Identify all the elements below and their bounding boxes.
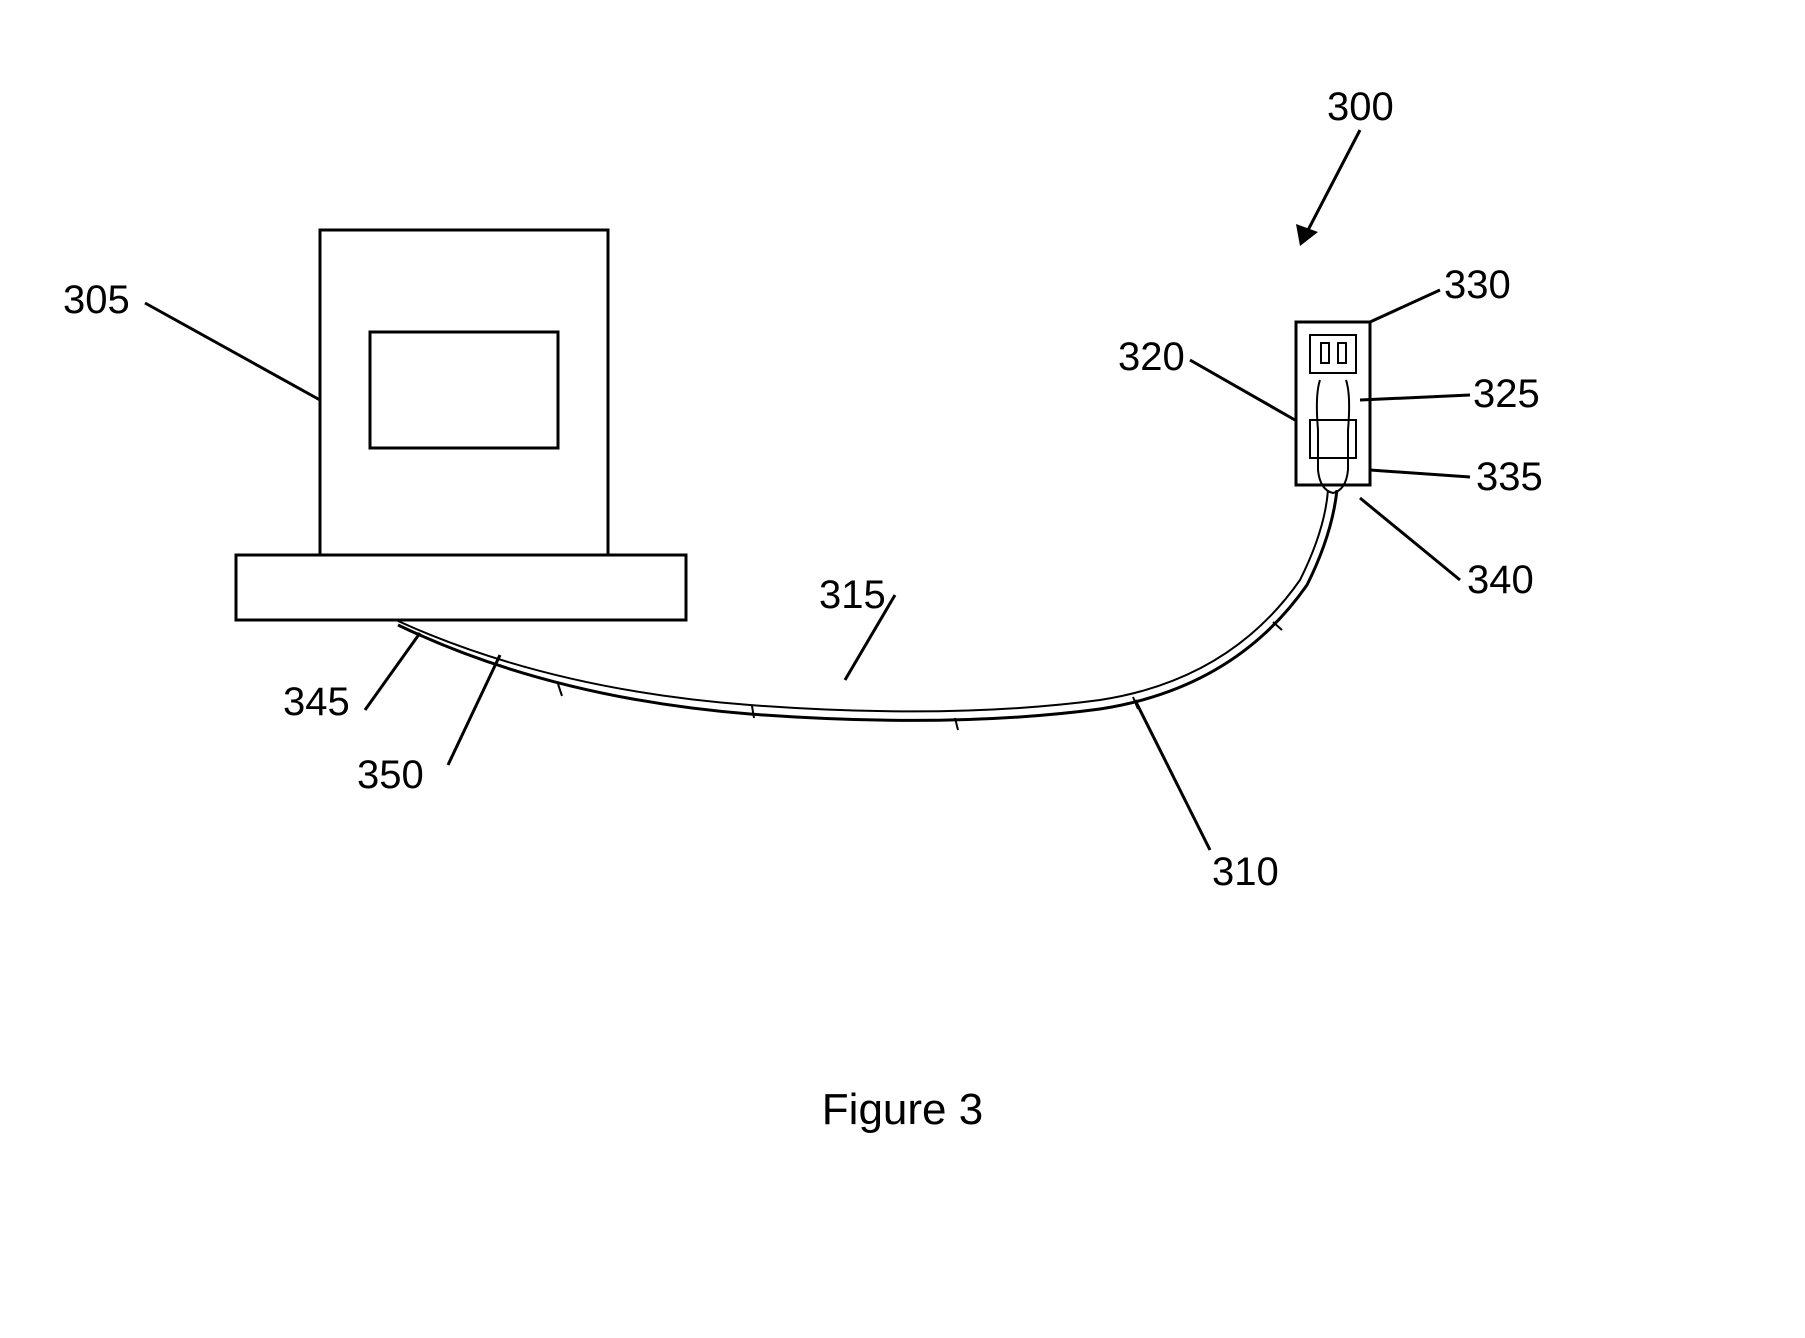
label-310: 310 xyxy=(1212,850,1279,895)
label-330: 330 xyxy=(1444,263,1511,308)
label-325: 325 xyxy=(1473,372,1540,417)
lead-325 xyxy=(1360,395,1470,400)
cable-tick-1 xyxy=(558,684,562,696)
device-base xyxy=(236,555,686,620)
lead-345 xyxy=(365,633,420,710)
device-screen xyxy=(370,332,558,448)
lead-335 xyxy=(1370,470,1470,477)
lead-310 xyxy=(1135,700,1210,850)
outlet-plate xyxy=(1296,322,1370,485)
outlet-prong-right xyxy=(1338,343,1346,363)
cable-tick-2 xyxy=(752,706,754,718)
label-305: 305 xyxy=(63,278,130,323)
arrow-300-line xyxy=(1306,130,1360,234)
label-345: 345 xyxy=(283,680,350,725)
device-body xyxy=(320,230,608,555)
outlet-socket-top xyxy=(1310,335,1356,373)
lead-340 xyxy=(1360,498,1460,580)
label-300: 300 xyxy=(1327,85,1394,130)
label-340: 340 xyxy=(1467,558,1534,603)
diagram-container: 300 305 310 315 320 325 330 335 340 345 … xyxy=(0,0,1805,1333)
lead-305 xyxy=(145,303,320,400)
lead-330 xyxy=(1370,290,1440,322)
label-315: 315 xyxy=(819,573,886,618)
label-335: 335 xyxy=(1476,455,1543,500)
lead-350 xyxy=(448,655,500,765)
label-320: 320 xyxy=(1118,335,1185,380)
lead-320 xyxy=(1190,360,1295,420)
plug-body xyxy=(1317,380,1349,493)
outlet-prong-left xyxy=(1321,343,1329,363)
figure-caption: Figure 3 xyxy=(822,1085,983,1135)
arrow-300-head xyxy=(1296,224,1318,246)
label-350: 350 xyxy=(357,753,424,798)
